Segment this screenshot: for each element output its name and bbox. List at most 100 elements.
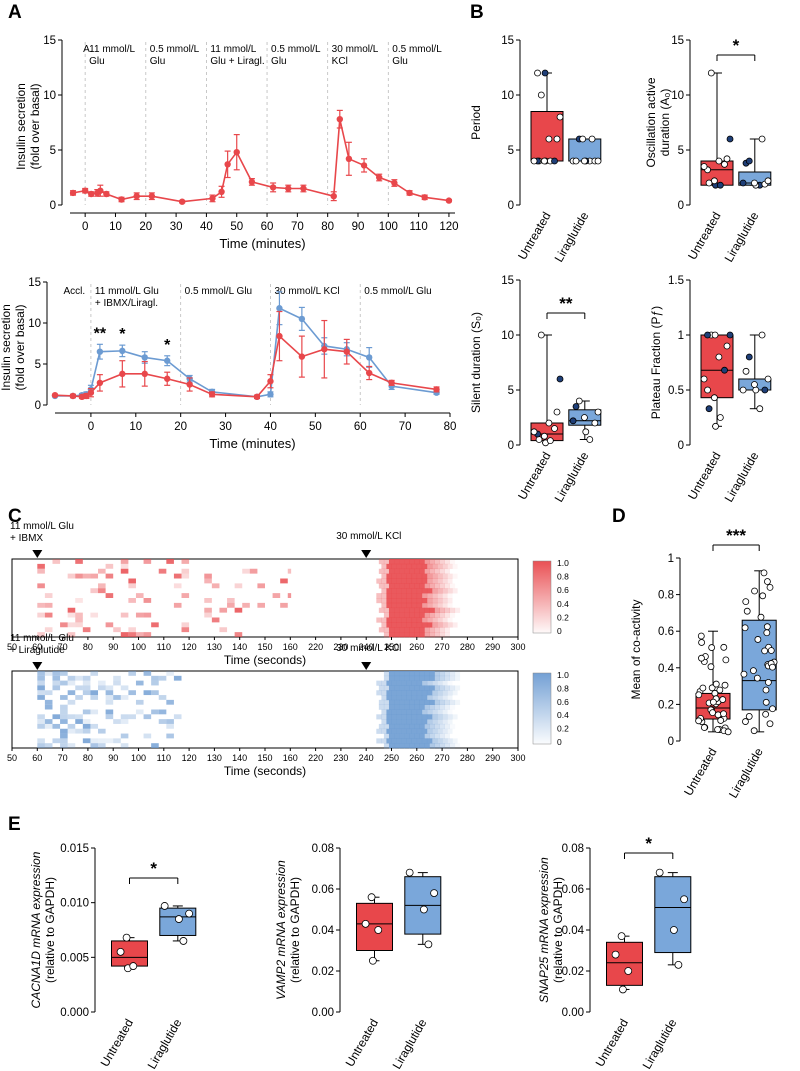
B3-data-point [575, 397, 583, 405]
D-data-point [757, 613, 765, 621]
heatmap-cell [414, 723, 420, 730]
B3-data-point [556, 375, 564, 383]
heatmap-cell [67, 723, 76, 729]
heatmap-cell [406, 714, 413, 720]
A1-data-point [209, 195, 216, 202]
heatmap-cell [381, 680, 387, 686]
B4-category-label: Untreated [685, 450, 723, 503]
B2-data-point [716, 181, 724, 189]
heatmap-cell [411, 690, 418, 696]
D-y-tick-label: 0.8 [658, 590, 674, 602]
A1-data-point [233, 149, 240, 156]
heatmap-cell [386, 578, 392, 584]
B4-data-point [726, 331, 734, 339]
heatmap-cell [52, 671, 61, 676]
heatmap-cell [383, 607, 390, 613]
heatmap-cell [431, 709, 438, 715]
heatmap-cell [381, 709, 387, 715]
heatmap-cell [414, 704, 420, 710]
heatmap-x-tick-label: 80 [83, 642, 93, 652]
heatmap-cell [386, 622, 392, 628]
heatmap-cell [454, 699, 461, 705]
heatmap-cell [419, 733, 425, 739]
heatmap-cell [37, 671, 45, 676]
heatmap-cell [388, 583, 395, 589]
heatmap-cell [406, 738, 413, 744]
heatmap-cell [67, 573, 76, 579]
heatmap-cell [37, 612, 45, 618]
B2-data-point [726, 135, 734, 143]
heatmap-cell [452, 622, 458, 628]
heatmap-cell [378, 568, 385, 574]
heatmap-cell [135, 593, 144, 598]
heatmap-cell [391, 709, 397, 715]
heatmap-cell [401, 719, 407, 725]
heatmap-cell [442, 695, 448, 701]
heatmap-cell [434, 699, 440, 705]
heatmap-cell [421, 728, 428, 734]
heatmap-cell [424, 627, 430, 633]
heatmap-cell [98, 588, 106, 594]
heatmap-cell [394, 723, 400, 730]
heatmap-cell [37, 632, 45, 637]
heatmap-cell [383, 627, 390, 633]
E3-box-liraglutide [654, 876, 692, 954]
heatmap-cell [67, 728, 76, 734]
heatmap-cell [442, 728, 448, 734]
heatmap-cell [426, 593, 433, 599]
heatmap-x-tick-label: 100 [131, 642, 146, 652]
A2-phase-label: + IBMX/Liragl. [95, 298, 158, 309]
D-data-point [764, 678, 772, 686]
A1-x-tick-label: 90 [352, 221, 365, 233]
heatmap-cell [444, 685, 450, 691]
heatmap-cell [204, 598, 212, 603]
heatmap-cell [135, 699, 144, 705]
A1-data-point [103, 190, 110, 198]
colorbar-tick-label: 0.8 [557, 572, 569, 582]
heatmap-cell [381, 728, 387, 734]
A1-phase-label: 0.5 mmol/L [392, 44, 442, 55]
heatmap-x-tick-label: 110 [157, 642, 171, 652]
A1-data-point [218, 188, 225, 195]
heatmap-cell [257, 602, 265, 608]
heatmap-cell [386, 617, 392, 623]
heatmap-cell [419, 612, 425, 618]
heatmap-x-tick-label: 300 [510, 753, 525, 763]
D-significance: *** [726, 526, 746, 545]
A1-y-label: (fold over basal) [28, 83, 42, 169]
heatmap-cell [404, 612, 410, 618]
heatmap-cell [391, 622, 397, 628]
heatmap-cell [376, 680, 382, 686]
D-data-point [708, 644, 716, 651]
heatmap-cell [426, 563, 433, 570]
heatmap-cell [411, 709, 418, 715]
heatmap-cell [37, 583, 45, 589]
heatmap-cell [181, 627, 190, 633]
heatmap-cell [135, 709, 144, 715]
heatmap-cell [429, 704, 435, 710]
E3-data-point [618, 985, 627, 994]
B1-data-point [556, 113, 564, 121]
heatmap-cell [442, 617, 448, 623]
D-data-point [720, 710, 727, 718]
heatmap-cell [388, 733, 395, 739]
heatmap-cell [426, 622, 433, 628]
heatmap-cell [429, 723, 435, 730]
heatmap-cell [434, 612, 440, 618]
E3-y-tick-label: 0.00 [562, 1007, 584, 1019]
B1-data-point [588, 135, 596, 143]
heatmap-cell [82, 675, 91, 681]
E2-data-point [405, 868, 414, 877]
heatmap-cell [442, 690, 448, 696]
E1-data-point [185, 909, 194, 918]
A2-data-point [267, 391, 274, 398]
A1-data-point [133, 193, 140, 200]
heatmap-cell [386, 695, 392, 701]
E3-data-point [674, 960, 683, 969]
heatmap-cell [388, 704, 395, 710]
heatmap-cell [437, 617, 443, 623]
E3-data-point [655, 868, 664, 877]
heatmap-cell [406, 709, 413, 715]
heatmap-cell [439, 627, 445, 633]
A1-series-line-untreated [72, 119, 450, 203]
